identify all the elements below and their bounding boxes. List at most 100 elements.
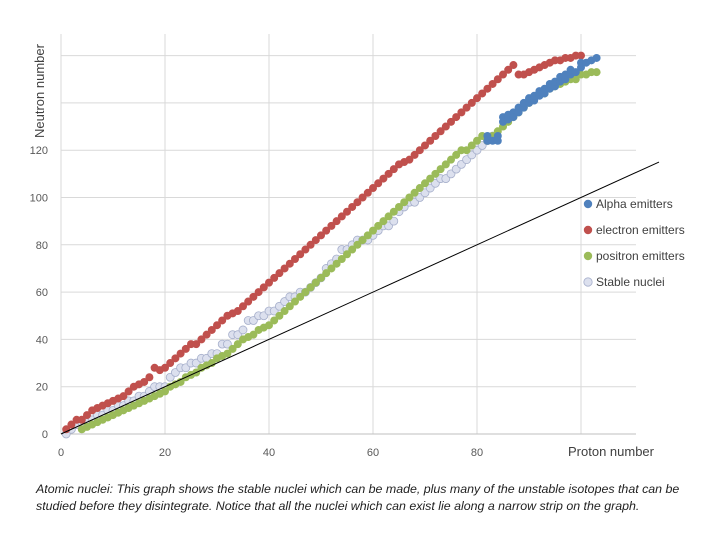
- data-point: [171, 354, 180, 363]
- data-point: [275, 269, 284, 278]
- reference-line: [60, 161, 660, 435]
- data-point: [436, 165, 445, 174]
- data-point: [592, 68, 601, 77]
- data-point: [306, 283, 315, 292]
- data-point: [410, 188, 419, 197]
- data-point: [181, 344, 190, 353]
- data-point: [405, 155, 414, 164]
- data-point: [421, 179, 429, 188]
- data-point: [291, 254, 299, 263]
- data-point: [389, 207, 398, 216]
- data-point: [426, 136, 435, 145]
- data-point: [384, 212, 393, 221]
- data-point: [431, 132, 440, 141]
- data-point: [337, 254, 346, 263]
- data-point: [166, 359, 175, 368]
- data-point: [270, 273, 279, 282]
- data-point: [337, 212, 346, 221]
- data-point: [202, 330, 211, 339]
- data-point: [83, 411, 91, 420]
- data-point: [504, 65, 513, 74]
- data-point: [400, 198, 409, 207]
- legend: Alpha emitters electron emitters positron …: [583, 197, 685, 289]
- data-point: [285, 259, 294, 268]
- data-point: [161, 387, 169, 396]
- legend-marker: [583, 251, 593, 261]
- data-point: [473, 94, 481, 103]
- data-point: [379, 174, 388, 183]
- data-point: [265, 321, 273, 330]
- x-tick-label: 40: [263, 447, 275, 459]
- data-point: [509, 113, 518, 122]
- data-point: [374, 179, 383, 188]
- data-point: [244, 297, 253, 306]
- data-point: [249, 292, 258, 301]
- data-point: [332, 259, 341, 268]
- data-point: [317, 273, 325, 282]
- data-point: [259, 283, 268, 292]
- data-point: [426, 174, 435, 183]
- x-tick-label: 0: [58, 447, 64, 459]
- data-point: [389, 165, 398, 174]
- data-point: [265, 278, 273, 287]
- data-point: [77, 415, 86, 424]
- data-point: [233, 340, 242, 349]
- data-point: [415, 146, 424, 155]
- data-point: [322, 269, 331, 278]
- data-point: [140, 377, 149, 386]
- data-point: [254, 288, 263, 297]
- data-point: [270, 316, 279, 325]
- data-point: [467, 141, 476, 150]
- data-point: [410, 150, 419, 159]
- data-point: [238, 325, 248, 335]
- data-point: [441, 160, 450, 169]
- data-point: [462, 146, 471, 155]
- data-point: [447, 155, 455, 164]
- data-point: [592, 53, 601, 62]
- series-layer: [61, 51, 601, 439]
- data-point: [301, 245, 310, 254]
- data-point: [431, 169, 440, 178]
- data-point: [478, 89, 487, 98]
- data-point: [358, 236, 367, 245]
- data-point: [441, 122, 450, 131]
- data-point: [353, 198, 362, 207]
- reference-line-layer: [60, 161, 660, 435]
- data-point: [436, 127, 445, 136]
- data-point: [499, 70, 507, 79]
- data-point: [296, 250, 305, 259]
- data-point: [213, 321, 221, 330]
- data-point: [379, 217, 388, 226]
- y-tick-label: 60: [36, 287, 48, 299]
- data-point: [405, 193, 414, 202]
- data-point: [571, 68, 580, 77]
- data-point: [447, 117, 455, 126]
- data-point: [119, 392, 128, 401]
- data-point: [395, 202, 403, 211]
- data-point: [301, 288, 310, 297]
- data-point: [280, 307, 289, 316]
- y-axis-label: Neutron number: [32, 43, 47, 138]
- caption: Atomic nuclei: This graph shows the stab…: [36, 482, 680, 513]
- data-point: [239, 302, 247, 311]
- y-tick-label: 120: [30, 145, 48, 157]
- legend-label: positron emitters: [596, 249, 685, 263]
- legend-marker: [583, 199, 593, 209]
- data-point: [462, 103, 471, 112]
- data-point: [207, 325, 216, 334]
- y-tick-label: 20: [36, 382, 48, 394]
- data-point: [348, 202, 357, 211]
- series-alpha-emitters: [483, 53, 601, 145]
- data-point: [348, 245, 357, 254]
- data-point: [374, 221, 383, 230]
- data-point: [509, 61, 518, 70]
- x-axis-label: Proton number: [568, 444, 655, 459]
- data-point: [363, 231, 372, 240]
- data-point: [249, 330, 258, 339]
- data-point: [343, 250, 351, 259]
- data-point: [493, 75, 502, 84]
- y-tick-label: 100: [30, 193, 48, 205]
- data-point: [223, 349, 232, 358]
- data-point: [483, 84, 492, 93]
